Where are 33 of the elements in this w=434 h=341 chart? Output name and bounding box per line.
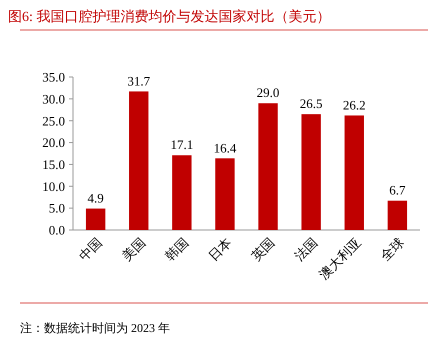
x-tick-label: 英国 [248, 234, 278, 264]
bar [258, 103, 278, 230]
x-tick-label: 美国 [119, 234, 148, 264]
bar [129, 91, 148, 230]
data-label: 17.1 [170, 137, 194, 152]
y-tick-label: 35.0 [42, 70, 65, 85]
y-tick-label: 25.0 [42, 113, 65, 128]
bar [301, 114, 321, 230]
data-label: 4.9 [88, 190, 104, 206]
bar [344, 115, 364, 230]
text: 注：数据统计时间为 2023 年 [20, 321, 170, 335]
y-tick-label: 10.0 [42, 178, 65, 194]
data-label: 16.4 [214, 140, 237, 156]
chart-title: 图6: 我国口腔护理消费均价与发达国家对比（美元） [8, 9, 330, 25]
y-tick-label: 0.0 [48, 222, 65, 238]
x-tick-label: 中国 [76, 234, 105, 264]
x-tick-label: 韩国 [162, 234, 192, 264]
x-tick-label: 日本 [205, 234, 234, 264]
data-label: 29.0 [256, 85, 280, 100]
y-tick-label: 15.0 [42, 156, 65, 172]
x-tick-label: 法国 [292, 234, 320, 264]
x-tick-label: 全球 [378, 234, 407, 264]
bar [86, 208, 106, 230]
data-label: 31.7 [127, 73, 151, 88]
y-tick-label: 5.0 [48, 200, 65, 216]
data-label: 26.5 [300, 96, 323, 112]
bar [388, 200, 408, 230]
data-label: 6.7 [389, 182, 406, 198]
bar [215, 158, 235, 230]
y-tick-label: 20.0 [42, 135, 65, 150]
bar [172, 155, 192, 230]
y-tick-label: 30.0 [42, 91, 65, 106]
data-label: 26.2 [342, 97, 366, 112]
